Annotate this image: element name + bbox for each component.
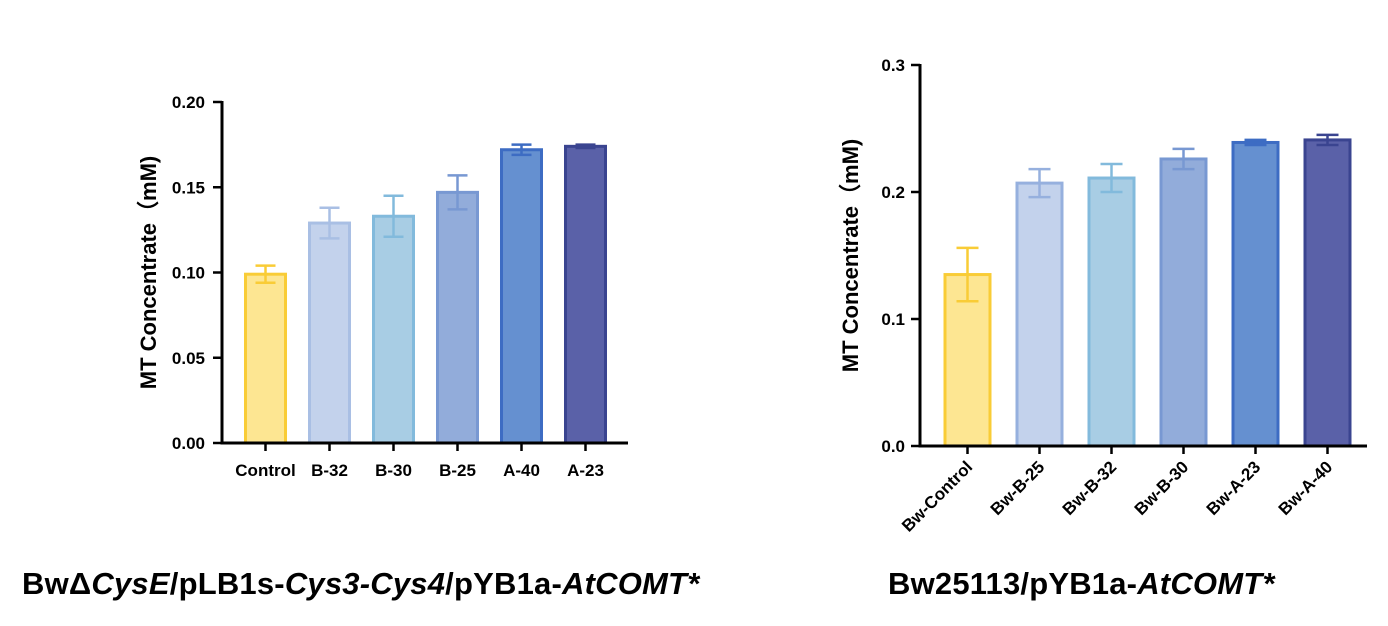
- caption-part: /pLB1s-: [169, 566, 285, 601]
- bar-a-40: [500, 148, 543, 445]
- bar-bw-b-25: [1015, 181, 1064, 448]
- x-tick-label: Bw-A-40: [1275, 457, 1337, 519]
- y-tick-label: 0.3: [881, 56, 905, 75]
- x-tick-label: Bw-B-32: [1059, 457, 1121, 519]
- x-tick-label: Bw-Control: [898, 457, 976, 535]
- caption-part: Cys3-Cys4: [284, 566, 446, 601]
- error-bar-a-23: [575, 143, 596, 150]
- bar-bw-a-23: [1231, 140, 1280, 448]
- chart-right: Bw-Control Bw-B-25 Bw-B-32 Bw-B-30 Bw-A-23 Bw…: [838, 56, 1367, 536]
- caption-part: Bw25113/pYB1a-: [888, 566, 1138, 601]
- error-bar-bw-b-25: [1028, 167, 1051, 199]
- caption-part: /pYB1a-: [445, 566, 562, 601]
- x-tick-label: B-32: [311, 461, 348, 480]
- caption-part: BwΔ: [22, 566, 92, 601]
- x-tick-label: Control: [235, 461, 295, 480]
- y-axis-title: MT Concentrate（mM): [136, 156, 161, 389]
- y-tick-label: 0.2: [881, 183, 905, 202]
- x-tick-label: A-23: [567, 461, 604, 480]
- y-axis-title: MT Concentrate（mM): [838, 139, 863, 372]
- y-tick-label: 0.00: [172, 434, 205, 453]
- bar-bw-b-32: [1087, 176, 1136, 448]
- caption-part: CysE: [91, 566, 170, 601]
- error-bar-b-25: [447, 174, 468, 211]
- x-tick-label: B-30: [375, 461, 412, 480]
- chart-left-caption: BwΔCysE/pLB1s-Cys3-Cys4/pYB1a-AtCOMT*: [22, 566, 699, 602]
- x-tick-label: Bw-B-25: [987, 457, 1049, 519]
- y-tick-label: 0.0: [881, 437, 905, 456]
- error-bar-b-32: [319, 206, 340, 240]
- y-tick-label: 0.05: [172, 349, 205, 368]
- error-bar-bw-a-40: [1316, 133, 1339, 147]
- y-tick-label: 0.1: [881, 310, 905, 329]
- x-tick-label: A-40: [503, 461, 540, 480]
- error-bar-control: [255, 264, 276, 284]
- y-tick-label: 0.10: [172, 264, 205, 283]
- bar-b-32: [308, 221, 351, 445]
- bar-b-25: [436, 190, 479, 445]
- bar-a-23: [564, 144, 607, 445]
- chart-left: Control B-32 B-30 B-25 A-40 A-23 0.00 0.05 0.10 0…: [136, 93, 628, 480]
- x-tick-label: Bw-B-30: [1131, 457, 1193, 519]
- y-tick-label: 0.15: [172, 178, 205, 197]
- chart-right-caption: Bw25113/pYB1a-AtCOMT*: [888, 566, 1275, 602]
- y-tick-label: 0.20: [172, 93, 205, 112]
- error-bar-b-30: [383, 194, 404, 238]
- caption-part: AtCOMT*: [1137, 566, 1275, 601]
- x-tick-label: Bw-A-23: [1203, 457, 1265, 519]
- error-bar-a-40: [511, 143, 532, 157]
- bar-bw-b-30: [1159, 157, 1208, 448]
- error-bar-bw-control: [956, 246, 979, 303]
- caption-part: AtCOMT*: [562, 566, 700, 601]
- x-tick-label: B-25: [439, 461, 476, 480]
- error-bar-bw-a-23: [1244, 138, 1267, 147]
- bar-control: [244, 272, 287, 445]
- bar-bw-a-40: [1303, 138, 1352, 448]
- bar-b-30: [372, 214, 415, 445]
- error-bar-bw-b-32: [1100, 162, 1123, 194]
- error-bar-bw-b-30: [1172, 147, 1195, 171]
